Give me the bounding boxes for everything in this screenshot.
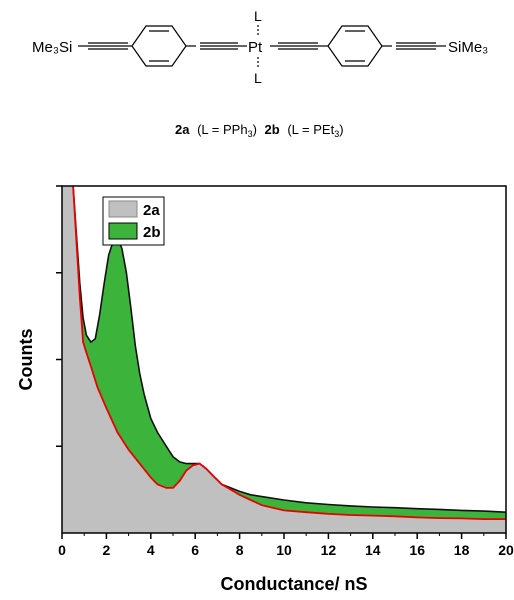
x-tick-label: 20 — [498, 542, 514, 558]
x-axis-ticks: 0 2 4 6 8 10 12 14 16 18 20 — [58, 533, 514, 558]
caption-2a-label: 2a — [175, 122, 190, 137]
caption-2b-label: 2b — [265, 122, 280, 137]
x-tick-label: 14 — [365, 542, 381, 558]
caption-2a-ligand: (L = PPh — [197, 122, 247, 137]
ligand-top: L — [254, 8, 262, 24]
series-2b-line — [72, 186, 506, 513]
left-benzene-ring — [131, 25, 187, 67]
right-silyl-group: SiMe₃ — [448, 39, 488, 56]
legend-label-2b: 2b — [143, 224, 161, 241]
x-tick-label: 18 — [454, 542, 470, 558]
x-tick-label: 12 — [321, 542, 337, 558]
histogram-series — [62, 186, 506, 533]
series-2a-area — [62, 186, 506, 533]
legend-label-2a: 2a — [143, 202, 160, 219]
y-axis-ticks — [56, 185, 62, 447]
y-axis-label: Counts — [16, 329, 36, 391]
platinum-atom: Pt — [248, 39, 263, 56]
x-axis-label: Conductance/ nS — [220, 574, 367, 594]
caption-2b-subscript: 3 — [334, 129, 339, 139]
caption-2b-ligand: (L = PEt — [287, 122, 334, 137]
x-tick-label: 10 — [276, 542, 292, 558]
legend-swatch-2a — [108, 200, 138, 218]
right-benzene-ring — [327, 25, 383, 67]
x-tick-label: 16 — [409, 542, 425, 558]
molecular-structure: Me₃Si Pt L L — [32, 8, 488, 86]
caption-2a-subscript: 3 — [248, 129, 253, 139]
caption-2a-close: ) — [253, 122, 257, 137]
x-tick-label: 0 — [58, 542, 66, 558]
x-tick-label: 2 — [103, 542, 111, 558]
x-tick-label: 4 — [147, 542, 155, 558]
x-tick-label: 8 — [236, 542, 244, 558]
left-silyl-group: Me₃Si — [32, 39, 72, 56]
caption-2b-close: ) — [339, 122, 343, 137]
x-tick-label: 6 — [191, 542, 199, 558]
ligand-bottom: L — [254, 70, 262, 86]
legend-swatch-2b — [108, 222, 138, 240]
series-2a-line — [72, 186, 506, 520]
compound-caption: 2a (L = PPh3) 2b (L = PEt3) — [175, 122, 344, 139]
